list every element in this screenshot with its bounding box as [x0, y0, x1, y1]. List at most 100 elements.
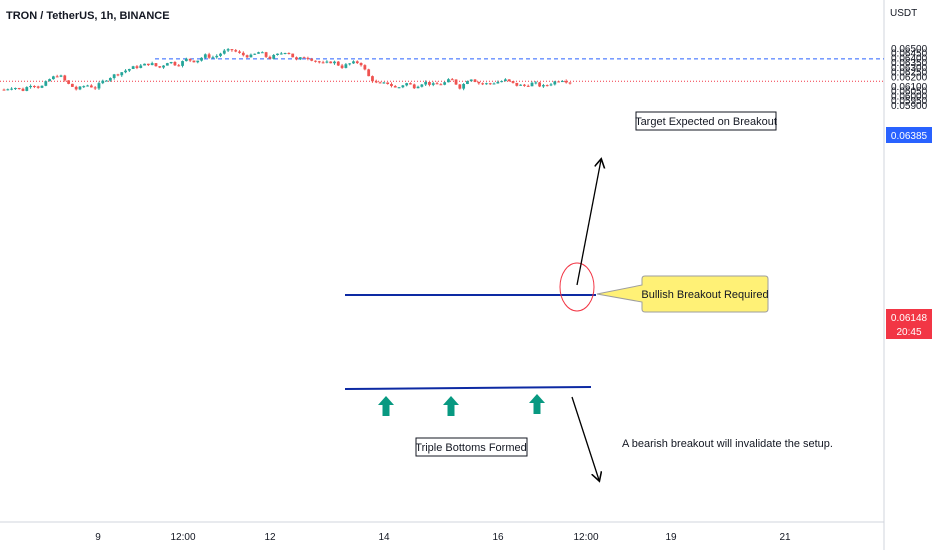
candle-body	[120, 72, 124, 76]
candle-body	[230, 49, 234, 51]
candle-body	[386, 82, 390, 85]
candle-body	[545, 85, 549, 87]
candle-body	[485, 83, 488, 85]
candle-body	[447, 79, 450, 83]
chart-title: TRON / TetherUS, 1h, BINANCE	[6, 10, 170, 22]
bearish-note: A bearish breakout will invalidate the s…	[622, 438, 833, 450]
breakout-callout-text: Bullish Breakout Required	[641, 289, 768, 301]
candle-body	[538, 82, 542, 87]
bar-countdown-text: 20:45	[896, 327, 921, 338]
price-tick-label: 0.06450	[891, 49, 928, 60]
candle-body	[496, 82, 500, 84]
candle-body	[184, 58, 188, 62]
candle-body	[336, 61, 340, 66]
candle-body	[481, 83, 485, 85]
candle-body	[272, 54, 276, 59]
candle-body	[40, 85, 44, 88]
candle-body	[108, 78, 112, 81]
candle-body	[515, 82, 519, 86]
candle-body	[21, 88, 25, 91]
candle-body	[355, 61, 359, 64]
candle-body	[283, 52, 287, 54]
candle-body	[44, 81, 48, 86]
candle-body	[340, 65, 344, 68]
target-price-text: 0.06385	[891, 131, 928, 142]
triple-bottoms-label: Triple Bottoms Formed	[415, 442, 526, 454]
bottom-marker-3[interactable]	[529, 394, 545, 414]
candle-body	[352, 61, 355, 64]
price-tick-label: 0.06400	[891, 53, 928, 64]
candle-body	[420, 84, 424, 87]
candle-body	[287, 52, 291, 54]
candle-body	[215, 55, 219, 58]
candle-body	[200, 57, 203, 61]
candle-body	[359, 63, 363, 66]
candle-body	[36, 86, 40, 88]
candle-body	[458, 84, 462, 89]
candles	[2, 48, 572, 92]
candle-body	[424, 82, 428, 85]
candle-body	[260, 52, 264, 54]
candle-body	[511, 81, 515, 83]
candle-body	[526, 85, 530, 87]
candle-body	[401, 85, 405, 88]
up-arrow[interactable]	[576, 160, 601, 286]
target-label-box[interactable]	[635, 111, 777, 131]
candle-body	[268, 56, 272, 59]
candle-body	[245, 55, 249, 58]
candle-body	[344, 64, 348, 68]
candle-body	[428, 82, 431, 85]
candle-body	[279, 53, 283, 55]
candle-body	[325, 61, 329, 63]
price-tick-label: 0.06300	[891, 63, 928, 74]
candle-body	[150, 63, 154, 66]
candle-body	[154, 63, 158, 67]
candle-body	[67, 80, 70, 84]
candle-body	[116, 74, 120, 76]
candle-body	[409, 83, 412, 85]
candle-body	[135, 66, 139, 68]
candle-body	[549, 84, 553, 86]
candle-body	[249, 54, 253, 58]
candle-body	[519, 84, 523, 86]
candle-body	[435, 83, 439, 85]
candle-body	[530, 82, 534, 87]
candle-body	[561, 81, 564, 83]
candle-body	[363, 65, 367, 70]
candle-body	[367, 69, 371, 77]
candle-body	[321, 62, 325, 64]
candle-body	[48, 79, 51, 82]
time-tick-label: 9	[95, 532, 101, 543]
candle-body	[462, 83, 466, 89]
support-line[interactable]	[344, 386, 592, 390]
candle-body	[443, 82, 447, 85]
candle-body	[203, 54, 207, 58]
breakout-circle[interactable]	[559, 262, 595, 312]
candle-body	[89, 85, 93, 88]
down-arrow[interactable]	[571, 396, 599, 480]
bottom-marker-1[interactable]	[378, 396, 394, 416]
candle-body	[17, 88, 21, 90]
breakout-callout[interactable]	[596, 275, 769, 313]
candle-body	[146, 63, 150, 66]
triple-bottoms-box[interactable]	[415, 437, 528, 457]
candle-body	[192, 60, 196, 63]
candle-body	[63, 75, 67, 81]
current-price-tag[interactable]: 0.06148 20:45	[886, 309, 932, 339]
candle-body	[500, 81, 504, 83]
candle-body	[211, 57, 215, 59]
target-price-tag[interactable]: 0.06385	[886, 127, 932, 143]
candle-body	[219, 53, 222, 56]
bottom-marker-2[interactable]	[443, 396, 459, 416]
price-scale[interactable]	[884, 0, 932, 550]
candle-body	[139, 65, 143, 68]
time-tick-label: 12:00	[170, 532, 195, 543]
candle-body	[2, 89, 6, 91]
time-tick-label: 21	[779, 532, 791, 543]
candle-body	[158, 66, 162, 68]
candle-body	[25, 87, 29, 91]
candle-body	[317, 61, 321, 63]
candle-body	[374, 81, 378, 83]
price-tick-label: 0.06350	[891, 58, 928, 69]
